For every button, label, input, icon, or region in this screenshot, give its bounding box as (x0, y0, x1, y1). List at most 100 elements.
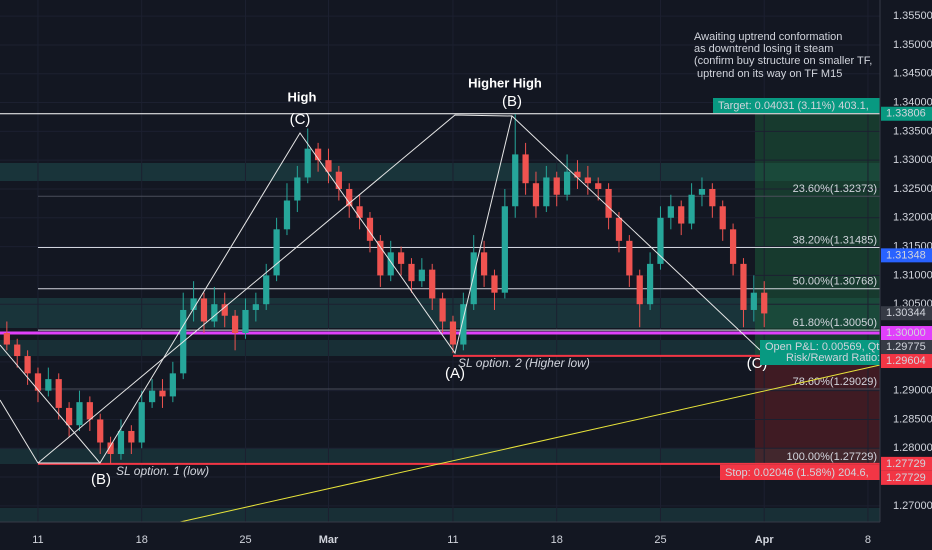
candle-body (138, 402, 145, 443)
candle-body (335, 171, 342, 189)
candle-body (294, 177, 301, 201)
price-tag-label: 1.30000 (886, 327, 926, 339)
candle-body (678, 206, 685, 224)
x-tick-label: 18 (551, 534, 563, 546)
candle-body (211, 304, 218, 322)
price-tag-label: 1.30344 (886, 307, 926, 319)
candle-body (190, 298, 197, 310)
note-line: as downtrend losing it steam (694, 43, 833, 55)
candle-body (346, 188, 353, 207)
price-tag-label: 1.29775 (886, 341, 926, 353)
y-tick-label: 1.28000 (893, 442, 932, 454)
candle-body (314, 148, 322, 161)
x-tick-label: 25 (239, 534, 251, 546)
rr-text: Risk/Reward Ratio: (786, 352, 880, 364)
candle-body (626, 240, 633, 276)
candle-body (584, 177, 591, 184)
annotation: (B) (91, 471, 111, 488)
candle-body (605, 188, 612, 218)
candle-body (377, 240, 384, 276)
stop-box (720, 465, 880, 480)
candle-body (159, 390, 166, 397)
candle-body (429, 269, 436, 299)
candle-body (480, 252, 488, 276)
fib-label: 100.00%(1.27729) (786, 451, 877, 463)
candle-body (242, 309, 249, 334)
candle-body (221, 304, 228, 316)
x-tick-label: 25 (654, 534, 666, 546)
candle-body (325, 160, 332, 172)
y-tick-label: 1.33500 (893, 125, 932, 137)
candle-body (169, 373, 176, 397)
price-tag (881, 470, 932, 485)
note-line: (confirm buy structure on smaller TF, (694, 55, 872, 67)
y-tick-label: 1.27000 (893, 500, 932, 512)
candle-body (636, 275, 643, 305)
candle-body (563, 171, 571, 195)
y-tick-label: 1.34000 (893, 96, 932, 108)
zone (0, 163, 880, 181)
candle-body (449, 321, 457, 345)
y-tick-label: 1.32500 (893, 183, 932, 195)
candle-body (263, 275, 270, 305)
annotation: (C) (290, 111, 311, 128)
candle-body (387, 252, 394, 276)
pnl-box (760, 340, 880, 365)
price-tag-label: 1.33806 (886, 108, 926, 120)
fib-label: 78.60%(1.29029) (793, 376, 877, 388)
candle-body (761, 292, 768, 314)
price-tag-label: 1.31348 (886, 249, 926, 261)
candle-body (65, 407, 73, 426)
candle-body (117, 430, 125, 455)
candle-body (304, 148, 311, 178)
annotation: (A) (445, 365, 465, 382)
annotation: SL option. 1 (low) (116, 464, 209, 478)
candle-body (97, 419, 104, 443)
candle-body (418, 269, 425, 282)
stop-zone (755, 355, 880, 465)
candle-body (512, 154, 519, 207)
candle-body (231, 315, 239, 334)
candle-body (750, 292, 757, 310)
zone (0, 340, 880, 356)
y-tick-label: 1.29000 (893, 385, 932, 397)
candle-body (698, 188, 706, 195)
candle-body (729, 229, 737, 264)
x-tick-label: Apr (755, 534, 775, 546)
candle-body (252, 304, 259, 310)
candle-body (470, 252, 477, 305)
annotation: SL option. 2 (Higher low) (458, 356, 590, 370)
candle-body (14, 344, 21, 357)
zigzag (0, 115, 761, 464)
x-tick-label: 8 (865, 534, 871, 546)
pnl-text: Open P&L: 0.00569, Qt (765, 341, 879, 353)
annotation: (B) (502, 93, 522, 110)
price-tag (881, 306, 932, 321)
candle-body (283, 200, 291, 230)
candle-body (3, 333, 10, 345)
candle-body (200, 298, 208, 322)
candle-body (356, 206, 363, 218)
y-tick-label: 1.33000 (893, 154, 932, 166)
price-tag-label: 1.29604 (886, 355, 926, 367)
candle-body (532, 183, 540, 207)
candle-body (574, 171, 581, 178)
price-tag (881, 354, 932, 369)
x-tick-label: 11 (32, 534, 43, 546)
y-tick-label: 1.35000 (893, 39, 932, 51)
x-tick-label: Mar (319, 534, 339, 546)
candle-body (439, 298, 446, 322)
target-box (713, 98, 880, 113)
note-line: Awaiting uptrend conformation (694, 31, 842, 43)
candle-body (615, 217, 623, 241)
price-tag (881, 106, 932, 121)
annotation: Higher High (468, 75, 542, 90)
candle-body (273, 229, 280, 276)
candle-body (397, 252, 405, 264)
candle-body (501, 206, 508, 293)
candle-body (366, 217, 374, 241)
candle-body (667, 206, 674, 218)
price-tag-label: 1.27729 (886, 458, 926, 470)
fib-label: 61.80%(1.30050) (793, 317, 877, 329)
